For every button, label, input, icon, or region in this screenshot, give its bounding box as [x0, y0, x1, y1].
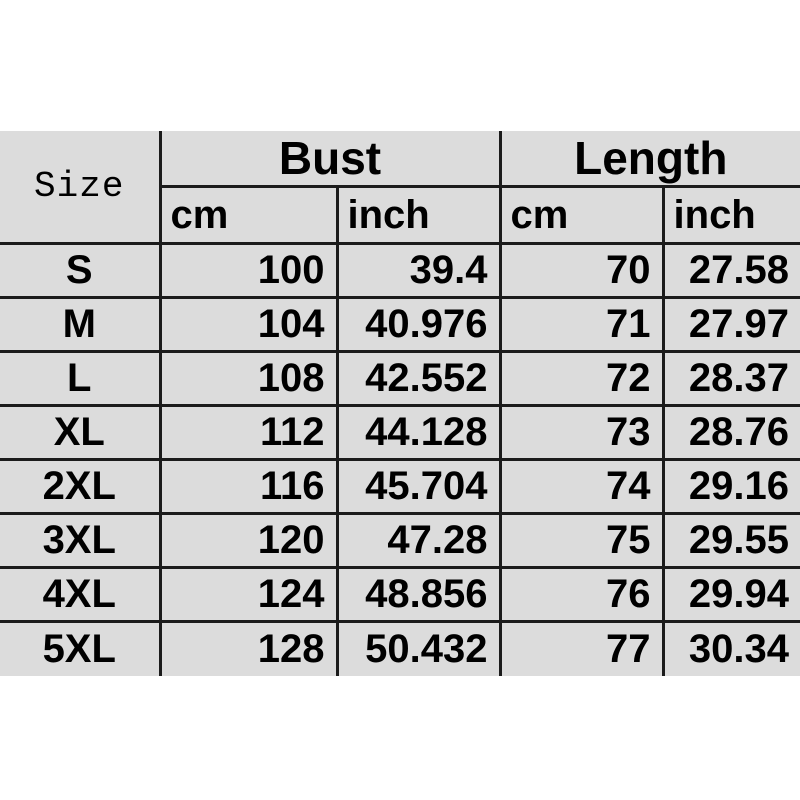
bust-cm-cell: 100 [158, 242, 339, 299]
table-row: 5XL 128 50.432 77 30.34 [0, 620, 800, 676]
bust-cm-header: cm [160, 185, 339, 245]
bust-inch-cell: 40.976 [335, 296, 502, 353]
bust-cm-cell: 112 [158, 404, 339, 461]
length-cm-header: cm [498, 185, 665, 245]
bust-cm-cell: 116 [158, 458, 339, 515]
table-row: S 100 39.4 70 27.58 [0, 242, 800, 299]
length-cm-cell: 70 [498, 242, 665, 299]
length-inch-cell: 28.76 [661, 404, 800, 461]
bust-inch-header: inch [335, 185, 502, 245]
length-cm-cell: 77 [498, 620, 665, 676]
table-row: XL 112 44.128 73 28.76 [0, 404, 800, 461]
size-cell: 4XL [0, 566, 162, 623]
size-column-header: Size [0, 131, 162, 245]
bust-cm-cell: 124 [158, 566, 339, 623]
length-cm-cell: 74 [498, 458, 665, 515]
bust-inch-cell: 48.856 [335, 566, 502, 623]
bust-inch-cell: 42.552 [335, 350, 502, 407]
bust-inch-cell: 50.432 [335, 620, 502, 676]
size-cell: 2XL [0, 458, 162, 515]
unit-header-row: cm inch cm inch [0, 185, 800, 245]
bust-inch-cell: 47.28 [335, 512, 502, 569]
length-inch-cell: 29.16 [661, 458, 800, 515]
table-row: M 104 40.976 71 27.97 [0, 296, 800, 353]
size-cell: 3XL [0, 512, 162, 569]
size-cell: M [0, 296, 162, 353]
size-cell: S [0, 242, 162, 299]
length-inch-cell: 27.58 [661, 242, 800, 299]
bust-cm-cell: 128 [158, 620, 339, 676]
length-inch-cell: 30.34 [661, 620, 800, 676]
bust-cm-cell: 108 [158, 350, 339, 407]
length-cm-cell: 73 [498, 404, 665, 461]
table-row: L 108 42.552 72 28.37 [0, 350, 800, 407]
length-inch-cell: 29.55 [661, 512, 800, 569]
bust-group-header: Bust [158, 131, 502, 188]
length-inch-cell: 28.37 [661, 350, 800, 407]
size-cell: 5XL [0, 620, 162, 676]
bust-inch-cell: 39.4 [335, 242, 502, 299]
bust-inch-cell: 44.128 [335, 404, 502, 461]
bust-inch-cell: 45.704 [335, 458, 502, 515]
length-cm-cell: 75 [498, 512, 665, 569]
length-group-header: Length [498, 131, 800, 188]
table-row: 3XL 120 47.28 75 29.55 [0, 512, 800, 569]
length-cm-cell: 72 [498, 350, 665, 407]
length-inch-cell: 27.97 [661, 296, 800, 353]
bust-cm-cell: 104 [158, 296, 339, 353]
length-inch-header: inch [661, 185, 800, 245]
length-inch-cell: 29.94 [661, 566, 800, 623]
table-row: 4XL 124 48.856 76 29.94 [0, 566, 800, 623]
length-cm-cell: 71 [498, 296, 665, 353]
size-chart-table: Size Bust Length cm inch cm inch S 100 3… [0, 131, 800, 676]
size-cell: L [0, 350, 162, 407]
group-header-row: Size Bust Length [0, 131, 800, 245]
bust-cm-cell: 120 [158, 512, 339, 569]
size-cell: XL [0, 404, 162, 461]
length-cm-cell: 76 [498, 566, 665, 623]
table-row: 2XL 116 45.704 74 29.16 [0, 458, 800, 515]
